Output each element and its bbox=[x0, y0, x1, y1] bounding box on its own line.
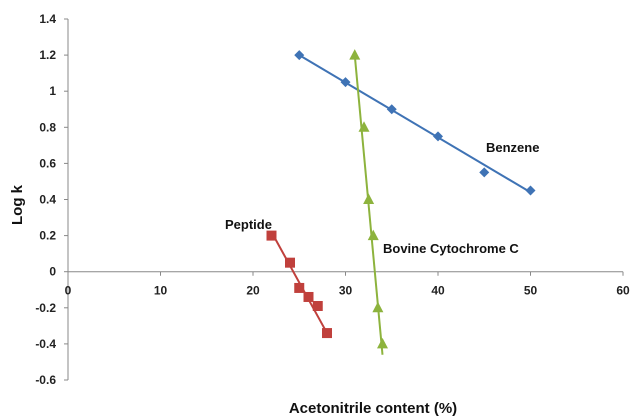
y-tick-label: -0.2 bbox=[35, 301, 56, 315]
y-tick-label: -0.6 bbox=[35, 373, 56, 387]
series-label-bovine-cytochrome-c: Bovine Cytochrome C bbox=[383, 241, 519, 256]
x-tick-label: 60 bbox=[616, 284, 630, 298]
point-benzene bbox=[433, 131, 443, 142]
point-bovine-cytochrome-c bbox=[377, 337, 388, 349]
x-tick-label: 40 bbox=[431, 284, 445, 298]
y-tick-label: 0.6 bbox=[39, 156, 56, 170]
point-peptide bbox=[294, 282, 305, 293]
series-label-benzene: Benzene bbox=[486, 140, 539, 155]
point-peptide bbox=[285, 257, 295, 268]
data-points bbox=[266, 49, 536, 349]
point-bovine-cytochrome-c bbox=[349, 49, 361, 60]
y-axis-title: Log k bbox=[9, 184, 26, 225]
point-bovine-cytochrome-c bbox=[358, 121, 370, 132]
point-peptide bbox=[303, 291, 314, 302]
x-tick-label: 0 bbox=[65, 284, 72, 298]
y-tick-label: 1.2 bbox=[39, 48, 56, 62]
point-peptide bbox=[322, 328, 332, 339]
x-tick-label: 30 bbox=[339, 284, 353, 298]
y-tick-labels: -0.6 -0.4 -0.2 0 0.2 0.4 0.6 0.8 1 1.2 1.4 bbox=[35, 12, 68, 387]
point-benzene bbox=[294, 50, 305, 61]
trendline-benzene bbox=[298, 54, 532, 194]
y-tick-label: 0.8 bbox=[39, 120, 56, 134]
point-peptide bbox=[266, 230, 277, 241]
y-tick-label: 1 bbox=[49, 84, 56, 98]
x-tick-label: 50 bbox=[524, 284, 538, 298]
y-tick-label: 0 bbox=[49, 265, 56, 279]
y-tick-label: 0.4 bbox=[39, 193, 56, 207]
axes bbox=[67, 19, 623, 380]
x-tick-label: 10 bbox=[154, 284, 168, 298]
y-tick-label: -0.4 bbox=[35, 337, 56, 351]
point-benzene bbox=[386, 104, 397, 115]
point-benzene bbox=[525, 185, 536, 196]
point-benzene bbox=[340, 77, 351, 88]
point-bovine-cytochrome-c bbox=[363, 193, 375, 204]
y-tick-label: 1.4 bbox=[39, 12, 56, 26]
x-axis-title: Acetonitrile content (%) bbox=[289, 400, 457, 417]
y-tick-label: 0.2 bbox=[39, 229, 56, 243]
x-tick-label: 20 bbox=[246, 284, 260, 298]
point-bovine-cytochrome-c bbox=[372, 301, 384, 313]
x-tick-labels: 0 10 20 30 40 50 60 bbox=[65, 271, 630, 298]
point-peptide bbox=[312, 300, 323, 311]
trendlines bbox=[270, 54, 532, 355]
series-annotations: Benzene Peptide Bovine Cytochrome C bbox=[225, 140, 539, 256]
point-benzene bbox=[479, 167, 490, 178]
point-bovine-cytochrome-c bbox=[367, 229, 379, 241]
series-label-peptide: Peptide bbox=[225, 217, 272, 232]
trendline-peptide bbox=[270, 231, 328, 334]
